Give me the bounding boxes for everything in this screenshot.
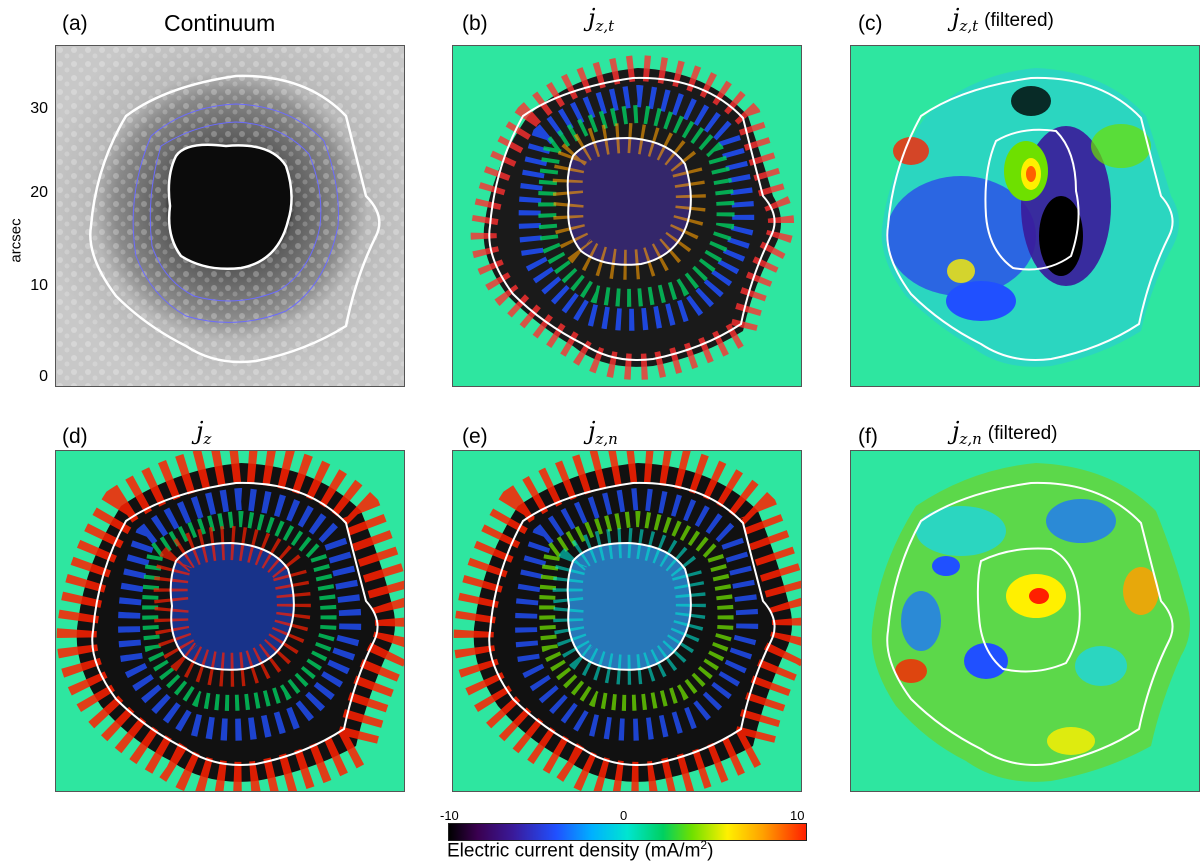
panel-c-label: (c) xyxy=(858,12,883,35)
inner-contour-1 xyxy=(132,103,339,323)
panel-c-title: jz,t (filtered) xyxy=(952,4,1054,35)
ytick-10: 10 xyxy=(30,277,48,294)
colorbar-label: Electric current density (mA/m2) xyxy=(447,838,714,862)
panel-d-label: (d) xyxy=(62,425,88,448)
panel-f-jzn-filtered-map xyxy=(850,450,1200,792)
colorbar-max-label: 10 xyxy=(790,808,805,823)
colorbar xyxy=(448,823,807,841)
noisy-current-map xyxy=(56,451,404,791)
panel-f-label: (f) xyxy=(858,425,878,448)
panel-e-jzn-map xyxy=(452,450,802,792)
noisy-current-map xyxy=(453,451,801,791)
panel-c-jzt-filtered-map xyxy=(850,45,1200,387)
inner-contour-2 xyxy=(149,121,322,302)
umbra-contour xyxy=(167,143,293,270)
ytick-20: 20 xyxy=(30,184,48,201)
panel-a-label: (a) xyxy=(62,12,88,35)
colorbar-min-label: -10 xyxy=(440,808,459,823)
panel-d-jz-map xyxy=(55,450,405,792)
continuum-map xyxy=(56,46,404,386)
ytick-0: 0 xyxy=(39,368,48,385)
smooth-current-map xyxy=(871,463,1190,782)
panel-d-title: jz xyxy=(196,417,212,448)
y-axis-label: arcsec xyxy=(7,218,25,263)
panel-e-title: jz,n xyxy=(588,417,618,448)
panel-b-jzt-map xyxy=(452,45,802,387)
panel-e-label: (e) xyxy=(462,425,488,448)
noisy-current-map xyxy=(470,54,794,380)
colorbar-mid-label: 0 xyxy=(620,808,628,823)
smooth-current-map xyxy=(881,68,1180,367)
panel-f-title: jz,n (filtered) xyxy=(952,417,1058,448)
panel-a-title: Continuum xyxy=(164,10,276,36)
ytick-30: 30 xyxy=(30,100,48,117)
panel-b-label: (b) xyxy=(462,12,488,35)
panel-b-title: jz,t xyxy=(588,4,615,35)
penumbra-contour xyxy=(89,74,381,364)
panel-a-continuum-image xyxy=(55,45,405,387)
